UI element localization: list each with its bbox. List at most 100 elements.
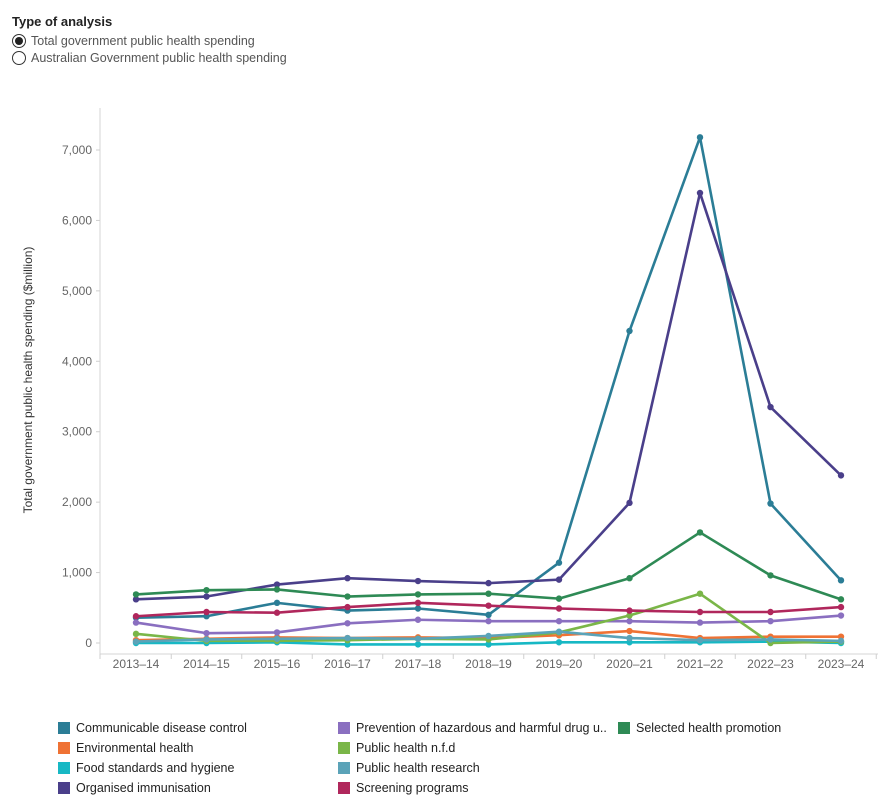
data-point[interactable] <box>132 638 140 645</box>
data-point[interactable] <box>485 579 492 587</box>
data-point[interactable] <box>132 596 140 603</box>
data-point[interactable] <box>696 608 704 616</box>
data-point[interactable] <box>485 611 492 619</box>
data-point[interactable] <box>555 605 563 612</box>
data-point[interactable] <box>837 596 845 603</box>
data-point[interactable] <box>626 612 633 619</box>
data-point[interactable] <box>273 586 281 593</box>
data-point[interactable] <box>485 590 492 597</box>
data-point[interactable] <box>626 327 633 335</box>
legend-label: Prevention of hazardous and harmful drug… <box>356 721 607 735</box>
legend-item[interactable]: Environmental health <box>58 740 193 756</box>
data-point[interactable] <box>555 617 563 625</box>
data-point[interactable] <box>132 630 140 638</box>
data-point[interactable] <box>767 572 774 579</box>
data-point[interactable] <box>132 591 140 598</box>
legend-item[interactable]: Prevention of hazardous and harmful drug… <box>338 720 607 736</box>
data-point[interactable] <box>626 617 633 625</box>
data-point[interactable] <box>344 603 351 611</box>
chart-series <box>132 134 845 648</box>
data-point[interactable] <box>203 586 210 594</box>
data-point[interactable] <box>203 608 210 616</box>
data-point[interactable] <box>837 603 845 611</box>
series-line[interactable] <box>135 531 842 601</box>
data-point[interactable] <box>414 591 422 598</box>
data-point[interactable] <box>626 627 633 635</box>
data-point[interactable] <box>555 628 563 635</box>
data-point[interactable] <box>626 575 633 582</box>
y-tick-label: 4,000 <box>62 354 92 368</box>
data-point[interactable] <box>837 612 845 619</box>
series-selected-health-promotion <box>132 529 845 603</box>
data-point[interactable] <box>837 472 845 479</box>
x-tick-label: 2021–22 <box>677 657 724 671</box>
data-point[interactable] <box>485 602 492 609</box>
data-point[interactable] <box>273 635 281 642</box>
data-point[interactable] <box>626 634 633 642</box>
data-point[interactable] <box>273 599 281 607</box>
x-tick-label: 2023–24 <box>818 657 865 671</box>
radio-selected-icon[interactable] <box>12 33 26 48</box>
data-point[interactable] <box>767 636 774 643</box>
data-point[interactable] <box>485 641 492 648</box>
legend-label: Public health research <box>356 761 480 775</box>
legend-item[interactable]: Public health research <box>338 760 480 776</box>
legend-item[interactable]: Selected health promotion <box>618 720 781 736</box>
data-point[interactable] <box>837 637 845 645</box>
data-point[interactable] <box>203 629 210 637</box>
data-point[interactable] <box>273 609 281 616</box>
data-point[interactable] <box>696 636 704 644</box>
series-line[interactable] <box>135 191 842 601</box>
data-point[interactable] <box>555 576 563 583</box>
data-point[interactable] <box>203 593 210 600</box>
legend-item[interactable]: Organised immunisation <box>58 780 211 796</box>
data-point[interactable] <box>414 599 422 607</box>
data-point[interactable] <box>555 559 563 566</box>
legend-label: Screening programs <box>356 781 469 795</box>
data-point[interactable] <box>485 632 492 640</box>
data-point[interactable] <box>767 403 774 411</box>
radio-total-government[interactable]: Total government public health spending <box>12 32 287 49</box>
data-point[interactable] <box>626 607 633 614</box>
data-point[interactable] <box>344 593 351 600</box>
data-point[interactable] <box>273 629 281 636</box>
data-point[interactable] <box>767 500 774 507</box>
data-point[interactable] <box>555 595 563 602</box>
data-point[interactable] <box>203 636 210 643</box>
data-point[interactable] <box>696 189 704 197</box>
data-point[interactable] <box>414 605 422 612</box>
data-point[interactable] <box>344 634 351 642</box>
y-axis-label: Total government public health spending … <box>21 247 35 514</box>
data-point[interactable] <box>414 577 422 585</box>
data-point[interactable] <box>414 616 422 623</box>
data-point[interactable] <box>837 577 845 584</box>
legend-item[interactable]: Communicable disease control <box>58 720 247 736</box>
x-tick-label: 2016–17 <box>324 657 371 671</box>
data-point[interactable] <box>696 619 704 626</box>
series-line[interactable] <box>135 136 842 619</box>
radio-unselected-icon[interactable] <box>12 50 26 65</box>
y-tick-label: 3,000 <box>62 425 92 439</box>
data-point[interactable] <box>767 608 774 616</box>
data-point[interactable] <box>555 639 563 646</box>
line-chart: 0 1,000 2,000 3,000 4,000 5,000 6,000 7,000 2013… <box>21 108 878 671</box>
data-point[interactable] <box>132 619 140 626</box>
legend-item[interactable]: Screening programs <box>338 780 469 796</box>
data-point[interactable] <box>132 613 140 620</box>
data-point[interactable] <box>344 620 351 627</box>
data-point[interactable] <box>696 529 704 536</box>
data-point[interactable] <box>414 641 422 648</box>
data-point[interactable] <box>626 499 633 507</box>
data-point[interactable] <box>485 617 492 625</box>
data-point[interactable] <box>344 575 351 582</box>
data-point[interactable] <box>696 590 704 597</box>
legend-item[interactable]: Food standards and hygiene <box>58 760 234 776</box>
data-point[interactable] <box>273 581 281 588</box>
data-point[interactable] <box>767 617 774 625</box>
legend-item[interactable]: Public health n.f.d <box>338 740 455 756</box>
radio-australian-government[interactable]: Australian Government public health spen… <box>12 49 287 66</box>
data-point[interactable] <box>696 134 704 141</box>
legend-swatch <box>58 742 70 754</box>
data-point[interactable] <box>414 635 422 642</box>
series-prevention-of-hazardous-and-harmful-drug-u <box>132 612 845 637</box>
